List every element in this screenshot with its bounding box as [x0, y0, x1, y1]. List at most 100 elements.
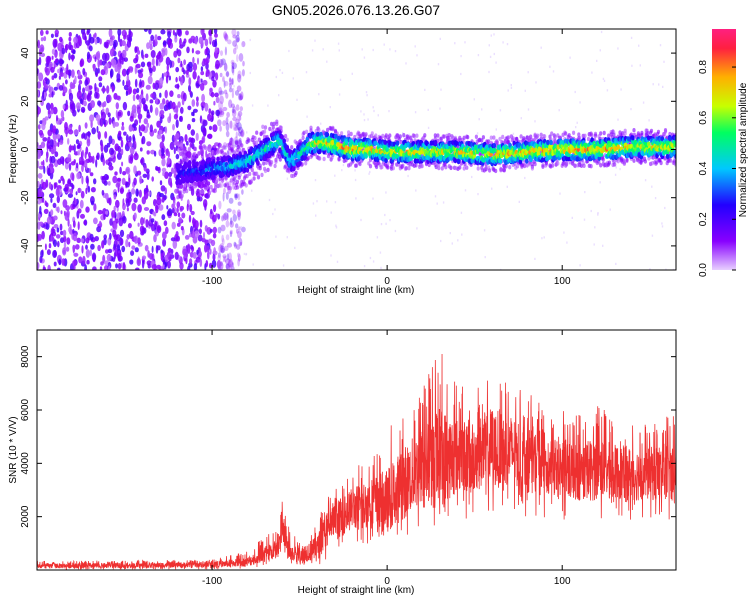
spectrogram-noise-cell: [44, 243, 47, 251]
spectrogram-noise-cell: [196, 96, 199, 102]
spectrogram-halo-cell: [263, 129, 267, 134]
spectrogram-speckle: [534, 120, 536, 123]
spectrogram-speckle: [292, 77, 294, 80]
spectrogram-noise-cell: [141, 255, 147, 260]
spectrogram-halo-cell: [663, 129, 668, 134]
spectrogram-speckle: [644, 179, 647, 182]
spectrogram-noise-cell: [191, 230, 196, 239]
spectrogram-noise-cell: [53, 72, 58, 79]
spectrogram-noise-cell: [83, 220, 87, 226]
spectrogram-noise-cell: [179, 37, 182, 47]
spectrogram-noise-cell: [173, 146, 176, 155]
spectrogram-noise-cell: [235, 34, 240, 43]
spectrogram-noise-cell: [237, 110, 243, 117]
spectrogram-noise-cell: [212, 232, 217, 239]
spectrogram-noise-cell: [195, 256, 201, 263]
spectrogram-noise-cell: [106, 253, 112, 262]
spectrogram-noise-cell: [192, 251, 197, 259]
spectrogram-noise-cell: [140, 61, 146, 68]
spectrogram-noise-cell: [114, 247, 118, 257]
spectrogram-noise-cell: [142, 54, 145, 60]
spectrogram-noise-cell: [233, 126, 239, 131]
spectrogram-halo-cell: [214, 185, 218, 190]
spectrogram-halo-cell: [374, 133, 378, 138]
spectrogram-noise-cell: [58, 259, 62, 266]
spectrogram-ridge-cell: [178, 163, 182, 169]
spectrogram-speckle: [402, 131, 404, 135]
spectrogram-speckle: [527, 71, 529, 74]
spectrogram-speckle: [414, 111, 417, 114]
spectrogram-halo-cell: [404, 166, 408, 171]
spectrogram-noise-cell: [106, 174, 109, 180]
spectrogram-noise-cell: [81, 149, 84, 157]
spectrogram-noise-cell: [71, 54, 74, 62]
spectrogram-noise-cell: [226, 253, 230, 261]
spectrogram-noise-cell: [222, 254, 227, 259]
spectrogram-noise-cell: [187, 123, 191, 131]
spectrogram-noise-cell: [104, 265, 109, 270]
spectrogram-noise-cell: [222, 106, 228, 112]
spectrogram-noise-cell: [117, 145, 122, 154]
spectrogram-noise-cell: [96, 52, 101, 61]
spectrogram-speckle: [574, 90, 576, 94]
spectrogram-noise-cell: [143, 164, 147, 172]
spectrogram-noise-cell: [236, 31, 240, 36]
spectrogram-noise-cell: [67, 138, 70, 145]
spectrogram-noise-cell: [185, 69, 189, 75]
spectrogram-noise-cell: [128, 177, 131, 186]
spectrogram-speckle: [363, 119, 366, 122]
spectrogram-halo-cell: [488, 168, 492, 173]
spectrogram-noise-cell: [127, 68, 130, 75]
spectrogram-halo-cell: [235, 185, 240, 190]
spectrogram-noise-cell: [121, 49, 127, 59]
spectrogram-noise-cell: [103, 65, 107, 72]
spectrogram-noise-cell: [200, 78, 203, 83]
spectrogram-noise-cell: [132, 123, 137, 128]
spectrogram-speckle: [471, 175, 473, 179]
spectrogram-speckle: [329, 106, 331, 109]
spectrogram-noise-cell: [85, 175, 89, 184]
spectrogram-speckle: [614, 173, 617, 176]
spectrogram-speckle: [464, 41, 466, 44]
spectrogram-noise-cell: [175, 119, 179, 128]
spectrogram-speckle: [367, 118, 369, 121]
spectrogram-noise-cell: [37, 262, 40, 270]
spectrogram-noise-cell: [154, 34, 158, 42]
spectrogram-noise-cell: [133, 197, 138, 203]
spectrogram-noise-cell: [90, 100, 95, 109]
spectrogram-noise-cell: [238, 237, 243, 247]
spectrogram-noise-cell: [64, 121, 68, 131]
spectrogram-speckle: [334, 201, 337, 204]
spectrogram-halo-cell: [466, 135, 470, 140]
spectrogram-speckle: [594, 226, 596, 229]
spectrogram-noise-cell: [50, 155, 56, 164]
spectrogram-noise-cell: [164, 171, 169, 179]
spectrogram-halo-cell: [370, 131, 374, 136]
spectrogram-noise-cell: [219, 125, 222, 132]
spectrogram-noise-cell: [49, 61, 53, 68]
spectrogram-noise-cell: [66, 209, 70, 218]
spectrogram-noise-cell: [136, 87, 140, 94]
spectrogram-noise-cell: [221, 238, 225, 246]
spectrogram-noise-cell: [54, 29, 59, 36]
spectrogram-halo-cell: [252, 176, 256, 181]
spectrogram-noise-cell: [79, 199, 84, 209]
spectrogram-noise-cell: [217, 119, 222, 127]
spectrogram-noise-cell: [170, 237, 176, 242]
spectrogram-noise-cell: [115, 95, 121, 101]
spectrogram-noise-cell: [133, 152, 139, 161]
spectrogram-noise-cell: [237, 252, 240, 258]
spectrogram-speckle: [288, 49, 290, 53]
spectrogram-halo-cell: [302, 130, 306, 135]
spectrogram-halo-cell: [290, 145, 294, 150]
spectrogram-noise-cell: [37, 151, 42, 160]
spectrogram-noise-cell: [121, 125, 125, 131]
spectrogram-halo-cell: [458, 165, 462, 170]
spectrogram-noise-cell: [57, 42, 63, 52]
spectrogram-noise-cell: [230, 217, 233, 225]
spectrogram-noise-cell: [171, 221, 176, 230]
spectrogram-noise-cell: [153, 128, 157, 133]
spectrogram-speckle: [481, 108, 483, 111]
spectrogram-noise-cell: [59, 223, 63, 231]
